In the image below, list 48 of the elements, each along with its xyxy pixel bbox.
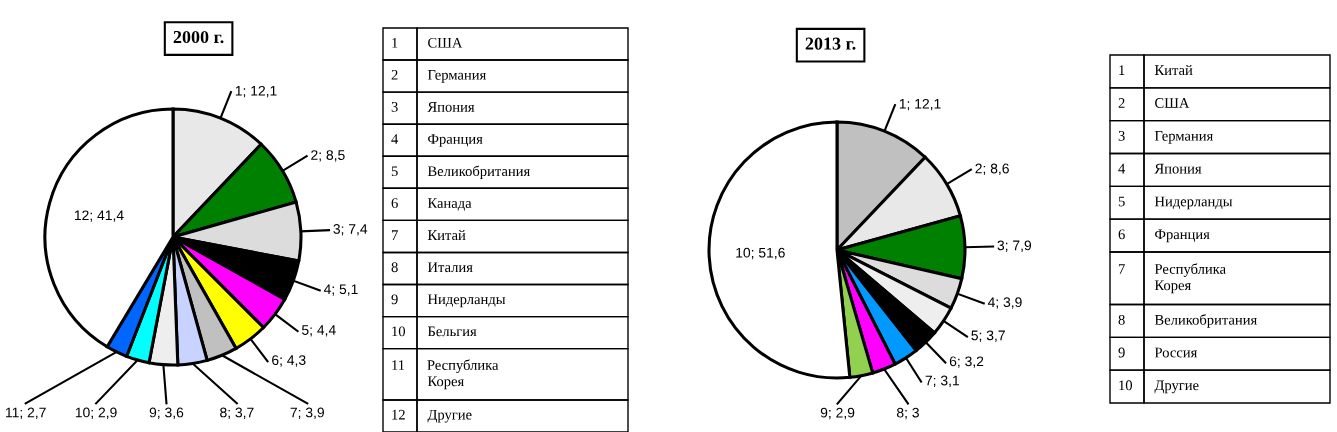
data-label: 4; 5,1 [323,284,358,296]
data-label: 6; 4,3 [272,355,306,367]
text: 6 Канада [391,198,472,211]
text: 3 Япония [391,102,475,112]
text: 7 Республика [1118,263,1226,277]
data-label: 11; 2,7 [6,407,46,420]
text: 12 Другие [392,409,472,423]
text: 2 США [1118,98,1190,108]
data-label: 1; 12,1 [899,98,941,111]
data-label: 5; 3,7 [971,330,1005,342]
data-label: 9; 2,9 [820,407,855,420]
text: 5 Великобритания [391,165,530,180]
data-label: 8; 3,7 [220,407,254,420]
data-label: 1; 12,1 [235,85,277,98]
text: 9 Нидерланды [391,294,506,308]
data-label: 4; 3,9 [987,297,1022,309]
data-label: 5; 4,4 [301,325,336,337]
text: 8 Великобритания [1118,314,1257,328]
text: 4 Япония [1118,163,1202,174]
data-label: 10; 51,6 [736,247,785,260]
text: 7 Китай [391,229,466,241]
data-label: 2; 8,6 [975,163,1009,176]
data-label: 2; 8,5 [311,150,345,162]
text: 8 Италия [391,262,473,273]
data-label: 9; 3,6 [149,407,184,420]
chart-title: 2000 г. [173,30,224,44]
text: 10 Другие [1119,380,1199,394]
data-label: 6; 3,2 [949,356,984,368]
data-label: 7; 3,1 [925,375,959,388]
text: 11 Республика [392,359,499,373]
text: 4 Франция [391,134,483,147]
data-label: 8; 3 [896,407,919,420]
data-label: 3; 7,9 [997,240,1032,252]
text: 10 Бельгия [392,326,477,337]
text: 6 Франция [1118,229,1210,243]
data-label: 3; 7,4 [333,224,368,236]
text: 9 Россия [1118,347,1198,358]
text: Корея [1154,280,1191,294]
text: Корея [427,376,464,390]
text: 1 США [392,37,463,48]
data-label: 7; 3,9 [290,407,324,420]
chart-title: 2013 г. [805,37,856,50]
data-label: 10; 2,9 [75,407,117,420]
text: 3 Германия [1118,130,1213,144]
text: 5 Нидерланды [1118,196,1233,210]
data-label: 12; 41,4 [74,210,124,222]
text: 1 Китай [1119,64,1193,76]
text: 2 Германия [391,69,486,83]
